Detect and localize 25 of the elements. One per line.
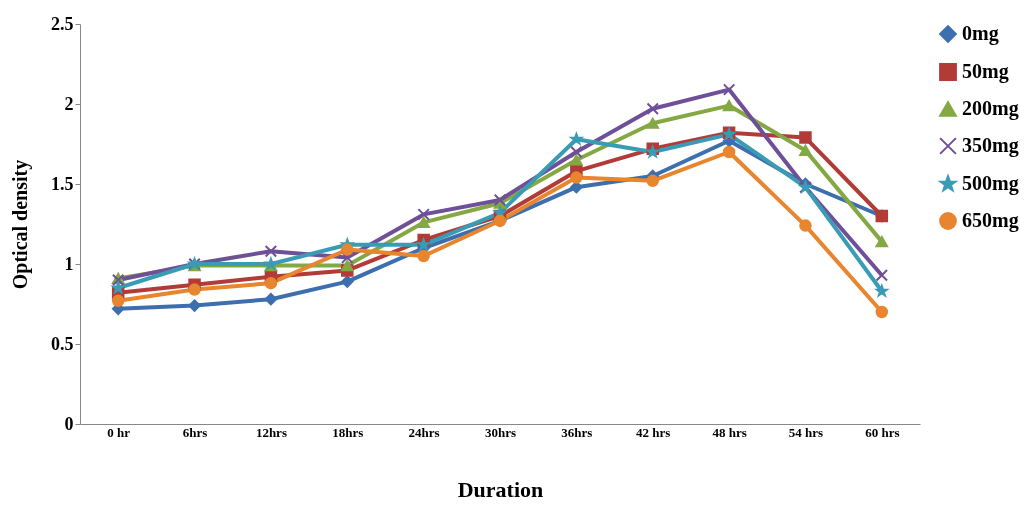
x-tick-label: 42 hrs	[636, 424, 671, 440]
y-tick-label: 1	[64, 253, 74, 274]
x-tick-label: 36hrs	[561, 424, 593, 440]
x-tick-label: 12hrs	[255, 424, 287, 440]
x-tick-label: 18hrs	[332, 424, 364, 440]
legend-label: 0mg	[962, 22, 999, 45]
x-tick-label: 6hrs	[182, 424, 208, 440]
legend-label: 50mg	[962, 60, 1009, 83]
x-tick-label: 48 hrs	[712, 424, 747, 440]
y-axis-title: Optical density	[9, 159, 32, 290]
y-tick-label: 1.5	[51, 173, 74, 194]
x-tick-label: 54 hrs	[788, 424, 824, 440]
y-tick-label: 2	[64, 93, 74, 114]
y-tick-label: 2.5	[51, 13, 74, 34]
x-tick-label: 0 hr	[107, 424, 131, 440]
legend-label: 650mg	[962, 209, 1019, 232]
y-tick-label: 0.5	[51, 333, 74, 354]
legend-label: 350mg	[962, 134, 1019, 157]
legend-label: 500mg	[962, 172, 1019, 195]
x-tick-label: 60 hrs	[865, 424, 900, 440]
legend-label: 200mg	[962, 97, 1019, 120]
x-tick-label: 30hrs	[484, 424, 517, 440]
x-tick-label: 24hrs	[408, 424, 440, 440]
x-axis-title: Duration	[457, 476, 544, 502]
y-tick-label: 0	[64, 413, 74, 434]
